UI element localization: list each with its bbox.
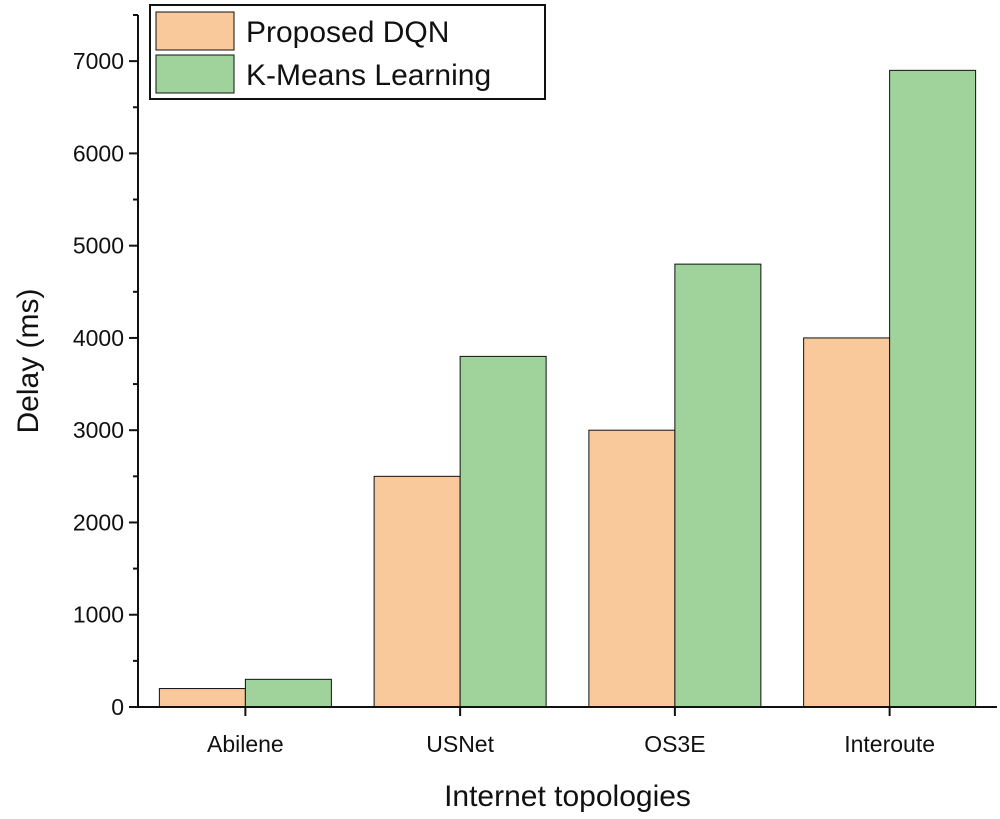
y-tick-label: 4000 bbox=[73, 325, 124, 351]
legend-label-k-means-learning: K-Means Learning bbox=[246, 59, 491, 92]
x-tick-label: OS3E bbox=[644, 731, 705, 757]
y-tick-label: 0 bbox=[111, 694, 124, 720]
bars-group bbox=[158, 69, 977, 708]
y-axis-title: Delay (ms) bbox=[12, 288, 45, 433]
y-tick-label: 3000 bbox=[73, 417, 124, 443]
y-tick-label: 1000 bbox=[73, 602, 124, 628]
legend-swatch-proposed-dqn bbox=[155, 11, 235, 51]
bar-proposed-dqn-interoute bbox=[803, 337, 891, 708]
x-tick-label: USNet bbox=[426, 731, 494, 757]
y-tick-label: 2000 bbox=[73, 509, 124, 535]
bar-proposed-dqn-usnet bbox=[373, 475, 461, 708]
x-axis-title: Internet topologies bbox=[444, 780, 691, 813]
bar-proposed-dqn-os3e bbox=[588, 429, 676, 708]
y-tick-label: 6000 bbox=[73, 140, 124, 166]
bar-k-means-learning-interoute bbox=[889, 69, 977, 708]
legend-label-proposed-dqn: Proposed DQN bbox=[246, 16, 449, 49]
x-tick-label: Abilene bbox=[207, 731, 284, 757]
legend-swatch-k-means-learning bbox=[155, 54, 235, 94]
x-tick-label: Interoute bbox=[844, 731, 935, 757]
y-ticks-group: 0 1000 2000 3000 4000 5000 6000 7000 bbox=[73, 14, 138, 720]
bar-proposed-dqn-abilene bbox=[158, 688, 246, 708]
y-tick-label: 5000 bbox=[73, 233, 124, 259]
x-ticks-group: Abilene USNet OS3E Interoute bbox=[207, 707, 935, 757]
legend: Proposed DQN K-Means Learning bbox=[149, 4, 546, 100]
axes-group bbox=[137, 15, 997, 708]
bar-k-means-learning-abilene bbox=[244, 678, 332, 708]
bar-k-means-learning-usnet bbox=[459, 355, 547, 708]
bar-k-means-learning-os3e bbox=[674, 263, 762, 708]
y-tick-label: 7000 bbox=[73, 48, 124, 74]
